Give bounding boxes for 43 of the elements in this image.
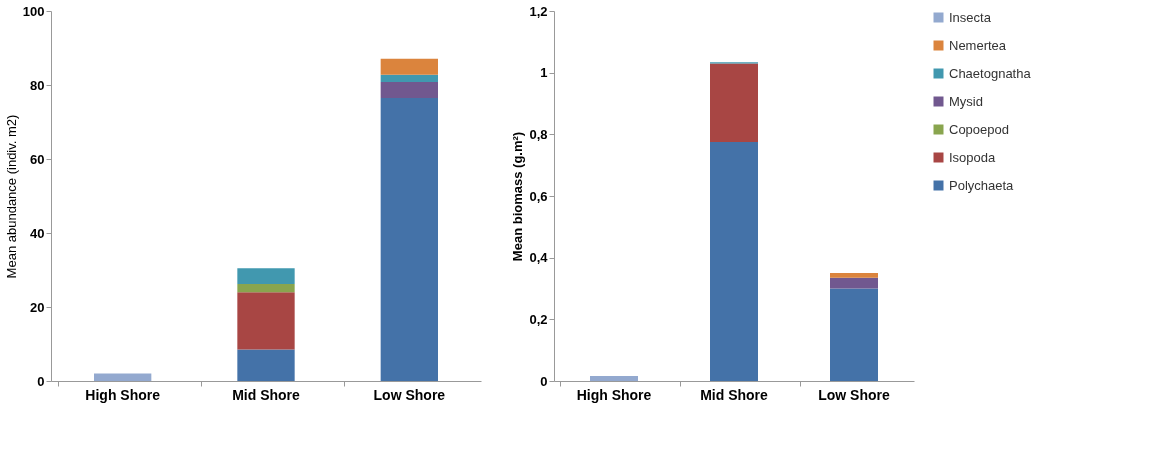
y-tick-label: 100 <box>22 3 45 19</box>
bar <box>710 63 758 143</box>
y-tick-label: 60 <box>30 151 45 167</box>
y-tick-label: 40 <box>30 225 45 241</box>
bar <box>237 292 295 350</box>
x-tick-label: Low Shore <box>373 386 446 403</box>
legend-label: Nemertea <box>949 37 1007 53</box>
bar <box>710 142 758 381</box>
legend-label: Chaetognatha <box>949 65 1032 81</box>
y-tick-label: 20 <box>30 299 45 315</box>
bar <box>590 376 638 381</box>
legend-label: Isopoda <box>949 149 997 165</box>
x-tick-label: High Shore <box>576 386 652 403</box>
y-tick-label: 1 <box>540 65 548 81</box>
y-axis-title: Mean biomass (g.m²) <box>510 131 526 262</box>
bar <box>237 284 295 293</box>
x-tick-label: Mid Shore <box>700 386 769 403</box>
legend-label: Insecta <box>949 9 992 25</box>
x-tick-label: Mid Shore <box>232 386 301 403</box>
legend-label: Polychaeta <box>949 177 1015 193</box>
bar <box>380 97 438 381</box>
y-tick-label: 0,8 <box>529 126 548 142</box>
x-tick-label: High Shore <box>85 386 161 403</box>
bar <box>380 82 438 98</box>
bar <box>237 268 295 285</box>
y-axis-title: Mean abundance (indiv. m2) <box>3 114 19 279</box>
y-tick-label: 0 <box>540 373 548 389</box>
y-tick-label: 80 <box>30 77 45 93</box>
legend-label: Mysid <box>949 93 983 109</box>
y-tick-label: 0,4 <box>529 250 549 266</box>
bar <box>237 349 295 381</box>
legend-label: Copoepod <box>949 121 1009 137</box>
bar <box>94 373 152 381</box>
x-tick-label: Low Shore <box>818 386 890 403</box>
bar <box>830 277 878 289</box>
bar <box>830 288 878 381</box>
bar <box>380 74 438 83</box>
y-tick-label: 0,6 <box>529 188 548 204</box>
bar <box>380 58 438 75</box>
bar <box>830 273 878 278</box>
y-tick-label: 0,2 <box>529 311 548 327</box>
y-tick-label: 1,2 <box>529 3 548 19</box>
y-tick-label: 0 <box>37 373 45 389</box>
